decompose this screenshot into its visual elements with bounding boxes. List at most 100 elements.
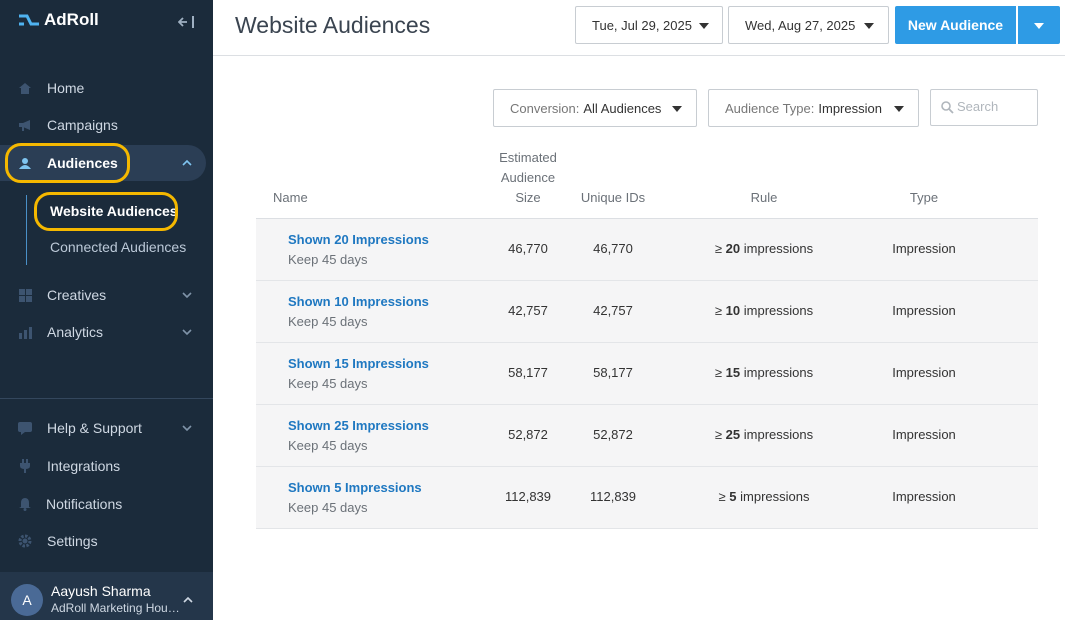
caret-down-icon <box>864 23 874 29</box>
end-date-picker[interactable]: Wed, Aug 27, 2025 <box>728 6 889 44</box>
chevron-up-icon <box>182 159 192 166</box>
audience-type: Impression <box>892 489 956 504</box>
rule-operator: ≥ <box>714 241 723 256</box>
rule-unit: impressions <box>743 365 814 380</box>
sidebar-subitem-connected-audiences[interactable]: Connected Audiences <box>50 239 187 255</box>
audience-retention: Keep 45 days <box>288 438 368 453</box>
avatar: A <box>11 584 43 616</box>
brand-name: AdRoll <box>44 10 99 29</box>
conversion-filter-label: Conversion: <box>510 100 580 116</box>
audience-type-filter-label: Audience Type: <box>725 100 815 116</box>
sidebar-item-notifications[interactable]: Notifications <box>0 486 213 522</box>
start-date-picker[interactable]: Tue, Jul 29, 2025 <box>575 6 723 44</box>
adroll-logo[interactable]: AdRoll <box>18 10 99 30</box>
audience-size: 42,757 <box>508 303 548 318</box>
audience-retention: Keep 45 days <box>288 314 368 329</box>
audience-rule: ≥ 5 impressions <box>664 489 864 504</box>
column-header-size-line2[interactable]: Audience <box>500 170 556 185</box>
audience-size: 46,770 <box>508 241 548 256</box>
search-input[interactable] <box>957 99 1033 114</box>
page-header: Website Audiences Tue, Jul 29, 2025 Wed,… <box>213 0 1065 56</box>
sidebar-item-home[interactable]: Home <box>0 70 213 106</box>
chart-icon <box>17 324 33 340</box>
megaphone-icon <box>17 117 33 133</box>
grid-icon <box>17 287 33 303</box>
sidebar-item-label: Settings <box>47 533 98 549</box>
table-row: Shown 10 Impressions Keep 45 days 42,757… <box>256 281 1038 343</box>
user-menu[interactable]: A Aayush Sharma AdRoll Marketing House..… <box>0 572 213 620</box>
audience-type-filter[interactable]: Audience Type: Impression <box>708 89 919 127</box>
search-icon <box>941 101 954 114</box>
sidebar-item-label: Help & Support <box>47 420 142 436</box>
table-row: Shown 20 Impressions Keep 45 days 46,770… <box>256 219 1038 281</box>
help-icon <box>17 420 33 436</box>
home-icon <box>17 80 33 96</box>
sidebar-item-label: Notifications <box>46 496 123 512</box>
sidebar-item-help[interactable]: Help & Support <box>0 410 213 446</box>
audience-size: 58,177 <box>508 365 548 380</box>
page-title: Website Audiences <box>235 12 431 38</box>
column-header-type[interactable]: Type <box>909 190 939 205</box>
rule-number: 5 <box>729 489 737 504</box>
submenu-line <box>26 195 27 265</box>
caret-down-icon <box>699 23 709 29</box>
sidebar-item-label: Creatives <box>47 287 107 303</box>
rule-unit: impressions <box>740 489 810 504</box>
rule-operator: ≥ <box>714 365 723 380</box>
new-audience-dropdown-button[interactable] <box>1018 6 1060 44</box>
sidebar-item-campaigns[interactable]: Campaigns <box>0 107 213 143</box>
sidebar-item-audiences[interactable]: Audiences <box>0 145 206 181</box>
audience-name-link[interactable]: Shown 10 Impressions <box>288 294 429 309</box>
conversion-filter-value: All Audiences <box>583 100 662 116</box>
rule-unit: impressions <box>743 303 814 318</box>
audience-name-link[interactable]: Shown 20 Impressions <box>288 232 429 247</box>
search-box[interactable] <box>930 89 1038 126</box>
sidebar-subitem-website-audiences[interactable]: Website Audiences <box>50 203 178 219</box>
user-name: Aayush Sharma <box>51 583 151 599</box>
end-date-value: Wed, Aug 27, 2025 <box>745 17 856 33</box>
audience-type: Impression <box>892 303 956 318</box>
start-date-value: Tue, Jul 29, 2025 <box>592 17 692 33</box>
audience-type: Impression <box>892 365 956 380</box>
rule-unit: impressions <box>743 241 814 256</box>
audience-type-filter-value: Impression <box>818 100 882 116</box>
rule-operator: ≥ <box>714 303 723 318</box>
sidebar-item-label: Campaigns <box>47 117 118 133</box>
column-header-size-line1[interactable]: Estimated <box>499 150 557 165</box>
sidebar-item-settings[interactable]: Settings <box>0 523 213 559</box>
unique-ids: 112,839 <box>589 489 637 504</box>
column-header-unique-ids[interactable]: Unique IDs <box>580 190 646 205</box>
sidebar-item-label: Audiences <box>47 155 118 171</box>
chevron-down-icon <box>182 292 192 299</box>
chevron-down-icon <box>182 425 192 432</box>
audience-rule: ≥ 10 impressions <box>664 303 864 318</box>
bell-icon <box>17 496 33 512</box>
sidebar-item-label: Home <box>47 80 85 96</box>
audience-size: 112,839 <box>504 489 552 504</box>
column-header-name[interactable]: Name <box>273 190 308 205</box>
sidebar-item-label: Integrations <box>47 458 121 474</box>
collapse-sidebar-icon[interactable] <box>178 14 196 30</box>
audience-rule: ≥ 15 impressions <box>664 365 864 380</box>
sidebar-item-integrations[interactable]: Integrations <box>0 448 213 484</box>
audience-retention: Keep 45 days <box>288 376 368 391</box>
audience-type: Impression <box>892 427 956 442</box>
unique-ids: 58,177 <box>593 365 633 380</box>
audience-type: Impression <box>892 241 956 256</box>
chevron-up-icon <box>183 596 193 603</box>
audience-name-link[interactable]: Shown 5 Impressions <box>288 480 422 495</box>
audience-retention: Keep 45 days <box>288 500 368 515</box>
sidebar-item-creatives[interactable]: Creatives <box>0 277 213 313</box>
audience-name-link[interactable]: Shown 25 Impressions <box>288 418 429 433</box>
conversion-filter[interactable]: Conversion: All Audiences <box>493 89 697 127</box>
caret-down-icon <box>894 106 904 112</box>
rule-operator: ≥ <box>718 489 726 504</box>
audience-rule: ≥ 20 impressions <box>664 241 864 256</box>
column-header-size-line3[interactable]: Size <box>515 190 541 205</box>
table-row: Shown 5 Impressions Keep 45 days 112,839… <box>256 467 1038 529</box>
rule-unit: impressions <box>743 427 814 442</box>
rule-number: 25 <box>725 427 741 442</box>
audience-name-link[interactable]: Shown 15 Impressions <box>288 356 429 371</box>
sidebar-item-analytics[interactable]: Analytics <box>0 314 213 350</box>
new-audience-button[interactable]: New Audience <box>895 6 1016 44</box>
